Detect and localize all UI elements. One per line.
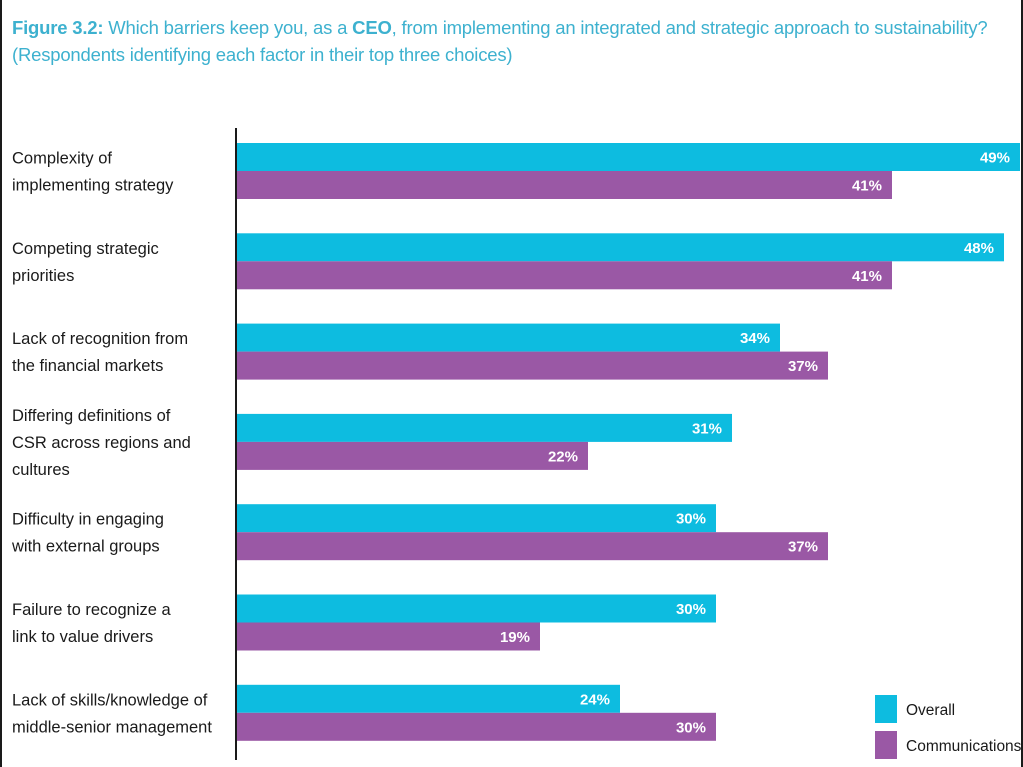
category-label-line: link to value drivers bbox=[12, 628, 153, 646]
category-label-line: implementing strategy bbox=[12, 177, 174, 195]
bar-overall bbox=[236, 504, 716, 533]
category-label-line: Complexity of bbox=[12, 150, 112, 168]
chart-title: Figure 3.2: Which barriers keep you, as … bbox=[12, 14, 1017, 68]
category-label-line: CSR across regions and bbox=[12, 434, 191, 452]
data-label: 37% bbox=[788, 539, 818, 556]
bar-communications bbox=[236, 622, 540, 651]
category-label-line: cultures bbox=[12, 461, 70, 479]
category-label-line: Competing strategic bbox=[12, 240, 159, 258]
data-label: 24% bbox=[580, 691, 610, 708]
category-label-line: with external groups bbox=[11, 538, 160, 556]
data-label: 22% bbox=[548, 448, 578, 465]
bar-overall bbox=[236, 323, 780, 352]
category-label-line: Lack of skills/knowledge of bbox=[12, 691, 208, 709]
bar-overall bbox=[236, 594, 716, 623]
bar-overall bbox=[236, 413, 732, 442]
category-label-line: Difficulty in engaging bbox=[12, 511, 164, 529]
legend-swatch-communications bbox=[875, 731, 897, 759]
data-label: 37% bbox=[788, 358, 818, 375]
category-label: Lack of recognition from the financial ma… bbox=[12, 330, 188, 375]
bar-overall bbox=[236, 233, 1004, 262]
category-label-line: Failure to recognize a bbox=[12, 601, 171, 619]
data-label: 30% bbox=[676, 719, 706, 736]
data-label: 30% bbox=[676, 601, 706, 618]
category-label: Lack of skills/knowledge of middle-senior… bbox=[12, 691, 212, 736]
category-label-line: the financial markets bbox=[12, 357, 163, 375]
category-label-line: Lack of recognition from bbox=[12, 330, 188, 348]
data-label: 49% bbox=[980, 150, 1010, 167]
legend-label-communications: Communications bbox=[906, 738, 1021, 755]
bar-communications bbox=[236, 351, 828, 380]
bar-communications bbox=[236, 441, 588, 470]
figure-number: Figure 3.2: bbox=[12, 17, 104, 38]
data-label: 34% bbox=[740, 330, 770, 347]
category-label-line: priorities bbox=[12, 267, 74, 285]
data-label: 30% bbox=[676, 511, 706, 528]
bar-overall bbox=[236, 684, 620, 713]
chart-subtitle: (Respondents identifying each factor in … bbox=[12, 44, 513, 65]
title-text-a: Which barriers keep you, as a bbox=[103, 17, 353, 38]
data-label: 41% bbox=[852, 178, 882, 195]
bar-communications bbox=[236, 261, 892, 290]
legend-label-overall: Overall bbox=[906, 702, 955, 719]
bar-communications bbox=[236, 712, 716, 741]
bar-overall bbox=[236, 143, 1020, 171]
category-label: Difficulty in engaging with external grou… bbox=[11, 511, 164, 556]
category-label: Differing definitions of CSR across regio… bbox=[12, 407, 191, 479]
data-label: 31% bbox=[692, 420, 722, 437]
data-label: 48% bbox=[964, 240, 994, 257]
category-label: Failure to recognize a link to value driv… bbox=[12, 601, 171, 646]
data-label: 19% bbox=[500, 629, 530, 646]
title-text-b: , from implementing an integrated and st… bbox=[391, 17, 988, 38]
bar-communications bbox=[236, 171, 892, 199]
category-label-line: Differing definitions of bbox=[12, 407, 171, 425]
category-label-line: middle-senior management bbox=[12, 718, 212, 736]
legend-swatch-overall bbox=[875, 695, 897, 723]
title-text-bold: CEO bbox=[352, 17, 392, 38]
data-label: 41% bbox=[852, 268, 882, 285]
category-label: Complexity of implementing strategy bbox=[12, 150, 174, 195]
category-label: Competing strategic priorities bbox=[12, 240, 159, 285]
bar-communications bbox=[236, 532, 828, 561]
